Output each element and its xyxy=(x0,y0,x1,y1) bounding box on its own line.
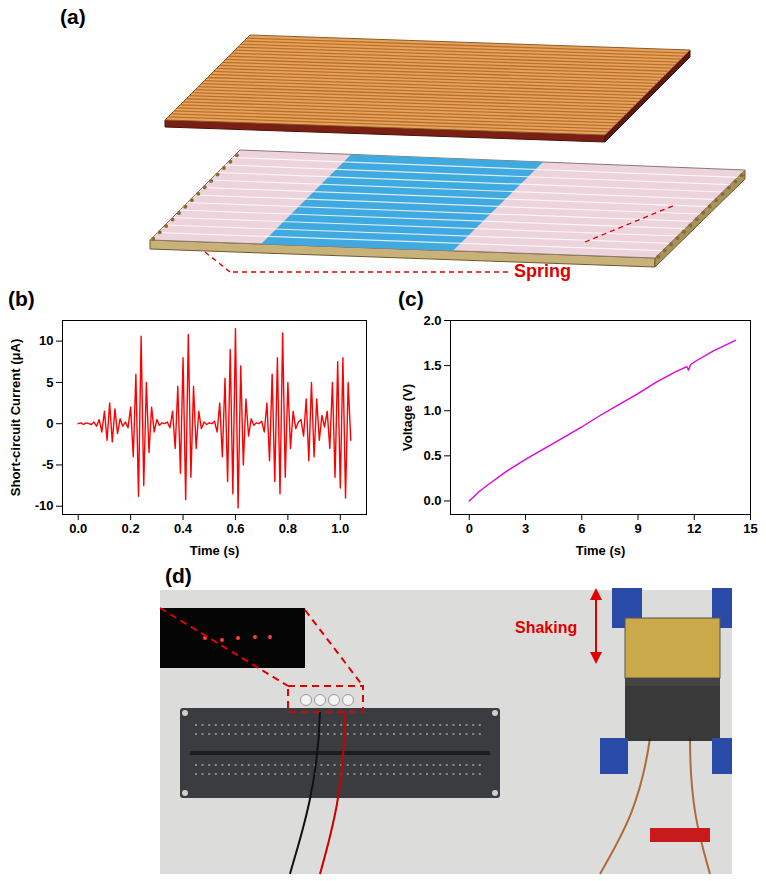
svg-text:0.5: 0.5 xyxy=(423,448,441,463)
svg-text:Time (s): Time (s) xyxy=(576,543,626,558)
svg-text:12: 12 xyxy=(687,521,701,536)
svg-text:3: 3 xyxy=(522,521,529,536)
svg-text:0.2: 0.2 xyxy=(122,521,140,536)
svg-text:9: 9 xyxy=(634,521,641,536)
svg-text:15: 15 xyxy=(743,521,757,536)
svg-text:-10: -10 xyxy=(35,498,54,513)
svg-text:6: 6 xyxy=(578,521,585,536)
html-text:(d): (d) xyxy=(165,564,192,587)
html-text:(c): (c) xyxy=(398,287,424,310)
html-text:(b): (b) xyxy=(8,287,35,310)
svg-text:0.0: 0.0 xyxy=(69,521,87,536)
html-text:(a): (a) xyxy=(60,5,86,28)
svg-text:-5: -5 xyxy=(42,457,54,472)
svg-text:1.5: 1.5 xyxy=(423,358,441,373)
svg-text:0.6: 0.6 xyxy=(226,521,244,536)
svg-text:2.0: 2.0 xyxy=(423,313,441,328)
svg-text:0.8: 0.8 xyxy=(279,521,297,536)
svg-text:Time (s): Time (s) xyxy=(190,543,240,558)
svg-text:Shaking: Shaking xyxy=(515,619,577,636)
svg-text:0.4: 0.4 xyxy=(174,521,193,536)
svg-text:0: 0 xyxy=(466,521,473,536)
svg-text:10: 10 xyxy=(39,333,53,348)
svg-text:0.0: 0.0 xyxy=(423,493,441,508)
svg-text:5: 5 xyxy=(46,375,53,390)
svg-text:1.0: 1.0 xyxy=(331,521,349,536)
svg-text:0: 0 xyxy=(46,416,53,431)
svg-text:Voltage (V): Voltage (V) xyxy=(400,384,415,451)
svg-text:Short-circuit Current (μA): Short-circuit Current (μA) xyxy=(8,339,23,496)
svg-text:Spring: Spring xyxy=(514,261,571,281)
svg-text:1.0: 1.0 xyxy=(423,403,441,418)
